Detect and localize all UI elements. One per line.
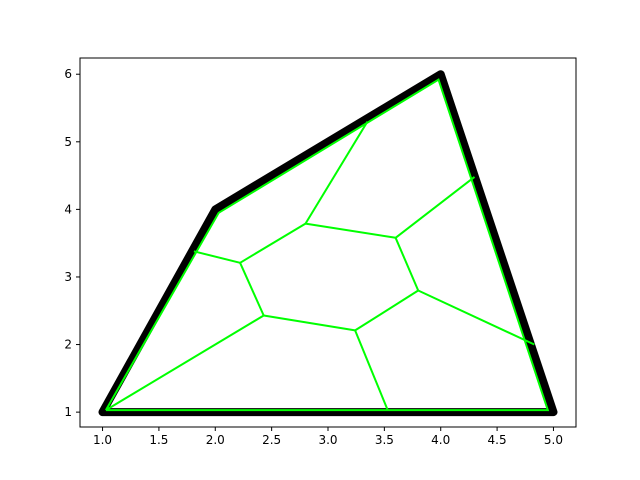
x-tick-label: 1.0 [93,433,112,447]
x-tick-label: 2.5 [262,433,281,447]
edge-segment-9 [304,120,369,225]
edge-segment-2 [263,314,356,332]
inner-boundary-series [105,78,550,412]
plot-area [98,70,558,417]
edge-segment-4 [354,289,419,332]
y-tick-label: 3 [64,270,72,284]
y-tick-label: 1 [64,405,72,419]
x-axis: 1.0 1.5 2.0 2.5 3.0 3.5 4.0 4.5 5.0 [93,427,563,447]
x-tick-label: 3.0 [318,433,337,447]
edge-segment-5 [417,289,535,346]
edge-segment-11 [193,250,241,264]
x-tick-label: 4.0 [431,433,450,447]
y-tick-label: 5 [64,135,72,149]
outline-series [98,70,558,417]
x-tick-label: 4.5 [488,433,507,447]
x-tick-label: 1.5 [149,433,168,447]
edge-segment-7 [394,176,476,239]
y-tick-label: 6 [64,67,72,81]
edge-segment-12 [239,262,265,316]
edge-segment-10 [239,222,307,264]
y-tick-label: 4 [64,202,72,216]
x-tick-label: 2.0 [206,433,225,447]
edge-segment-1 [105,314,265,411]
x-tick-label: 5.0 [544,433,563,447]
x-tick-label: 3.5 [375,433,394,447]
edge-segment-6 [394,237,420,291]
y-axis: 1 2 3 4 5 6 [64,67,80,419]
edge-segment-8 [305,222,396,239]
y-tick-label: 2 [64,338,72,352]
edge-segment-3 [354,330,389,411]
